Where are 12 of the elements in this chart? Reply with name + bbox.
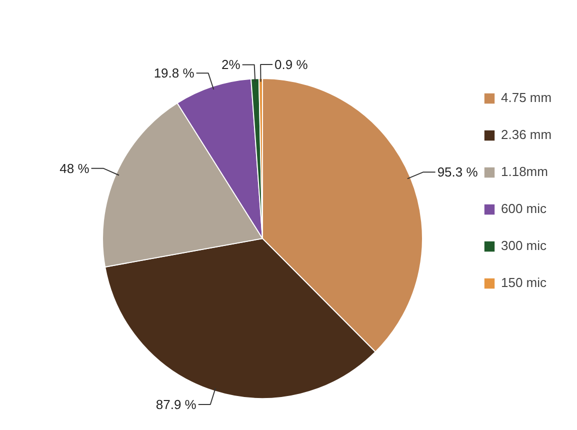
- data-label: 2%: [222, 57, 241, 72]
- legend-label: 600 mic: [501, 201, 547, 216]
- data-label: 19.8 %: [154, 66, 195, 81]
- legend-label: 300 mic: [501, 238, 547, 253]
- data-label: 95.3 %: [437, 164, 478, 180]
- legend-label: 150 mic: [501, 275, 547, 290]
- legend-label: 4.75 mm: [501, 90, 552, 105]
- legend-label: 2.36 mm: [501, 127, 552, 142]
- data-label: 48 %: [60, 160, 90, 176]
- data-label: 0.9 %: [274, 57, 308, 72]
- data-label: 87.9 %: [156, 397, 197, 412]
- legend-label: 1.18mm: [501, 164, 548, 179]
